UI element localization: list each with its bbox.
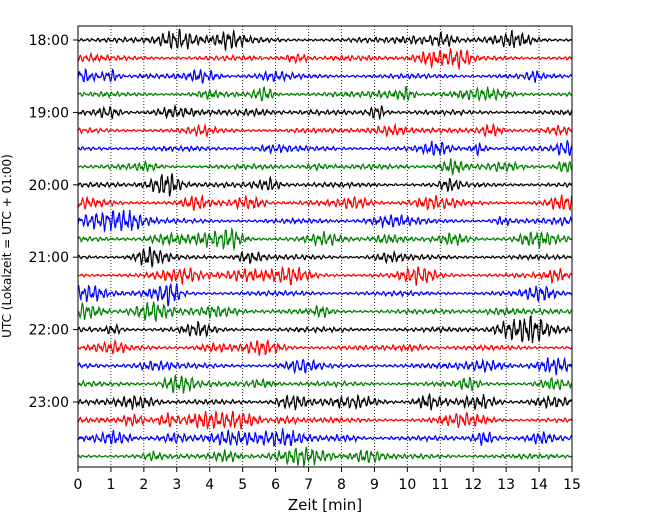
trace-2000 [77, 173, 573, 197]
x-tick-label-4: 4 [205, 477, 214, 493]
trace-2245 [77, 373, 573, 394]
trace-1845 [77, 85, 573, 103]
trace-2145 [77, 300, 573, 322]
x-tick-label-9: 9 [370, 477, 379, 493]
trace-2345 [77, 446, 573, 467]
trace-2100 [77, 246, 573, 269]
trace-2215 [77, 338, 573, 356]
x-tick-label-7: 7 [304, 477, 313, 493]
y-tick-label-5: 23:00 [29, 395, 69, 411]
plot-frame [77, 25, 573, 468]
x-tick-label-2: 2 [139, 477, 148, 493]
seismic-traces [77, 28, 573, 467]
trace-1930 [77, 140, 573, 157]
trace-2130 [77, 282, 573, 307]
x-tick-label-10: 10 [398, 477, 416, 493]
x-tick-label-12: 12 [464, 477, 482, 493]
x-axis-ticks: 0 1 2 3 4 5 6 7 8 9 10 11 12 13 14 15 [74, 467, 581, 493]
x-tick-label-3: 3 [172, 477, 181, 493]
trace-1800 [77, 28, 573, 52]
y-axis-label: UTC (Lokalzeit = UTC + 01:00) [0, 154, 14, 338]
trace-1945 [77, 158, 573, 177]
y-tick-label-2: 20:00 [29, 178, 69, 194]
trace-1900 [77, 104, 573, 120]
x-tick-label-5: 5 [238, 477, 247, 493]
trace-2015 [77, 193, 573, 211]
y-tick-label-0: 18:00 [29, 33, 69, 49]
y-tick-label-4: 22:00 [29, 323, 69, 339]
x-tick-label-8: 8 [337, 477, 346, 493]
y-axis-ticks: 18:00 19:00 20:00 21:00 22:00 23:00 [29, 33, 78, 411]
trace-2045 [77, 226, 573, 252]
y-tick-label-1: 19:00 [29, 105, 69, 121]
y-tick-label-3: 21:00 [29, 250, 69, 266]
trace-2030 [77, 209, 573, 234]
x-tick-label-0: 0 [74, 477, 83, 493]
x-axis-label: Zeit [min] [288, 496, 362, 514]
trace-2115 [77, 265, 573, 286]
x-tick-label-11: 11 [431, 477, 449, 493]
trace-2300 [77, 392, 573, 411]
trace-2330 [77, 428, 573, 448]
trace-1815 [77, 47, 573, 70]
trace-1830 [77, 67, 573, 84]
trace-2230 [77, 356, 573, 376]
trace-2200 [77, 315, 573, 343]
x-tick-label-14: 14 [530, 477, 548, 493]
trace-1915 [77, 122, 573, 139]
x-tick-label-1: 1 [106, 477, 115, 493]
x-tick-label-6: 6 [271, 477, 280, 493]
x-tick-label-13: 13 [497, 477, 515, 493]
x-tick-label-15: 15 [563, 477, 581, 493]
trace-2315 [77, 409, 573, 431]
